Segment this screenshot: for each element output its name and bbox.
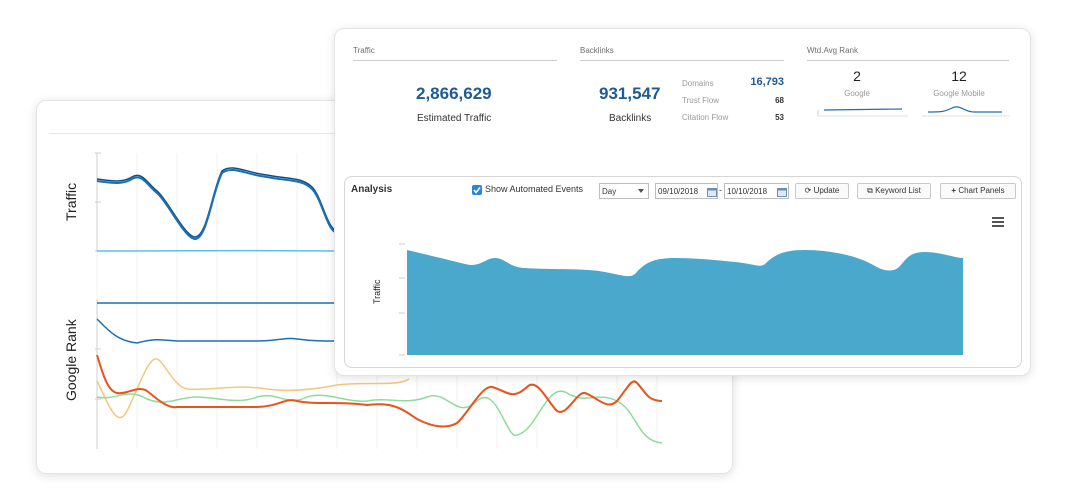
plus-icon: +	[951, 186, 957, 195]
citation-flow-value: 53	[775, 113, 784, 122]
google-rank-label: Google	[844, 89, 870, 98]
google-rank-value: 2	[853, 68, 861, 84]
domains-label: Domains	[682, 79, 714, 88]
rank-series-yellow	[96, 358, 410, 419]
checkbox-checked-icon	[473, 187, 481, 194]
calendar-icon[interactable]	[777, 187, 787, 197]
interval-select[interactable]: Day	[599, 183, 649, 199]
rank-series-orange	[96, 354, 663, 428]
keyword-list-button-label: Keyword List	[875, 186, 921, 195]
traffic-series-primary	[96, 168, 338, 241]
chart-axis-ticks	[95, 152, 101, 449]
backlinks-label: Backlinks	[609, 113, 652, 124]
traffic-section-title: Traffic	[353, 46, 375, 55]
traffic-area	[407, 250, 963, 355]
chevron-down-icon	[638, 189, 644, 193]
rank-section-rule	[807, 60, 1009, 61]
traffic-section-rule	[353, 60, 557, 61]
backlinks-value: 931,547	[599, 84, 661, 103]
date-to-value: 10/10/2018	[727, 187, 768, 196]
analysis-y-axis-label: Traffic	[372, 279, 382, 304]
show-events-label[interactable]: Show Automated Events	[485, 184, 584, 194]
domains-value: 16,793	[750, 76, 784, 88]
analysis-title: Analysis	[351, 184, 393, 195]
date-range-separator: -	[719, 185, 722, 195]
rank-section-title: Wtd.Avg Rank	[807, 46, 858, 55]
date-to-input[interactable]: 10/10/2018	[724, 183, 789, 199]
trust-flow-label: Trust Flow	[682, 96, 720, 105]
analysis-traffic-chart	[399, 243, 963, 356]
interval-select-value: Day	[602, 187, 617, 196]
google-sparkline	[823, 108, 903, 111]
date-from-value: 09/10/2018	[658, 187, 699, 196]
refresh-icon: ⟳	[804, 186, 812, 195]
mobile-sparkline	[927, 106, 1002, 113]
analysis-axis-ticks	[399, 243, 405, 356]
trust-flow-value: 68	[775, 96, 784, 105]
google-mobile-rank-label: Google Mobile	[933, 89, 985, 98]
update-button-label: Update	[813, 186, 840, 195]
calendar-icon[interactable]	[707, 187, 717, 197]
google-mobile-rank-value: 12	[951, 68, 967, 84]
rank-sparklines	[817, 106, 1010, 117]
citation-flow-label: Citation Flow	[682, 113, 729, 122]
hamburger-menu-icon[interactable]	[992, 217, 1004, 227]
list-icon: ⧉	[867, 186, 873, 195]
estimated-traffic-value: 2,866,629	[416, 84, 492, 103]
estimated-traffic-label: Estimated Traffic	[417, 113, 492, 124]
rank-series-google	[96, 318, 338, 344]
keyword-list-button[interactable]: ⧉ Keyword List	[857, 183, 931, 199]
rank-series-green	[96, 390, 663, 444]
show-events-checkbox[interactable]	[472, 185, 482, 195]
chart-panels-button[interactable]: + Chart Panels	[940, 183, 1016, 199]
update-button[interactable]: ⟳ Update	[795, 183, 849, 199]
backlinks-section-rule	[580, 60, 784, 61]
date-from-input[interactable]: 09/10/2018	[655, 183, 718, 199]
chart-panels-button-label: Chart Panels	[958, 186, 1005, 195]
backlinks-section-title: Backlinks	[580, 46, 614, 55]
